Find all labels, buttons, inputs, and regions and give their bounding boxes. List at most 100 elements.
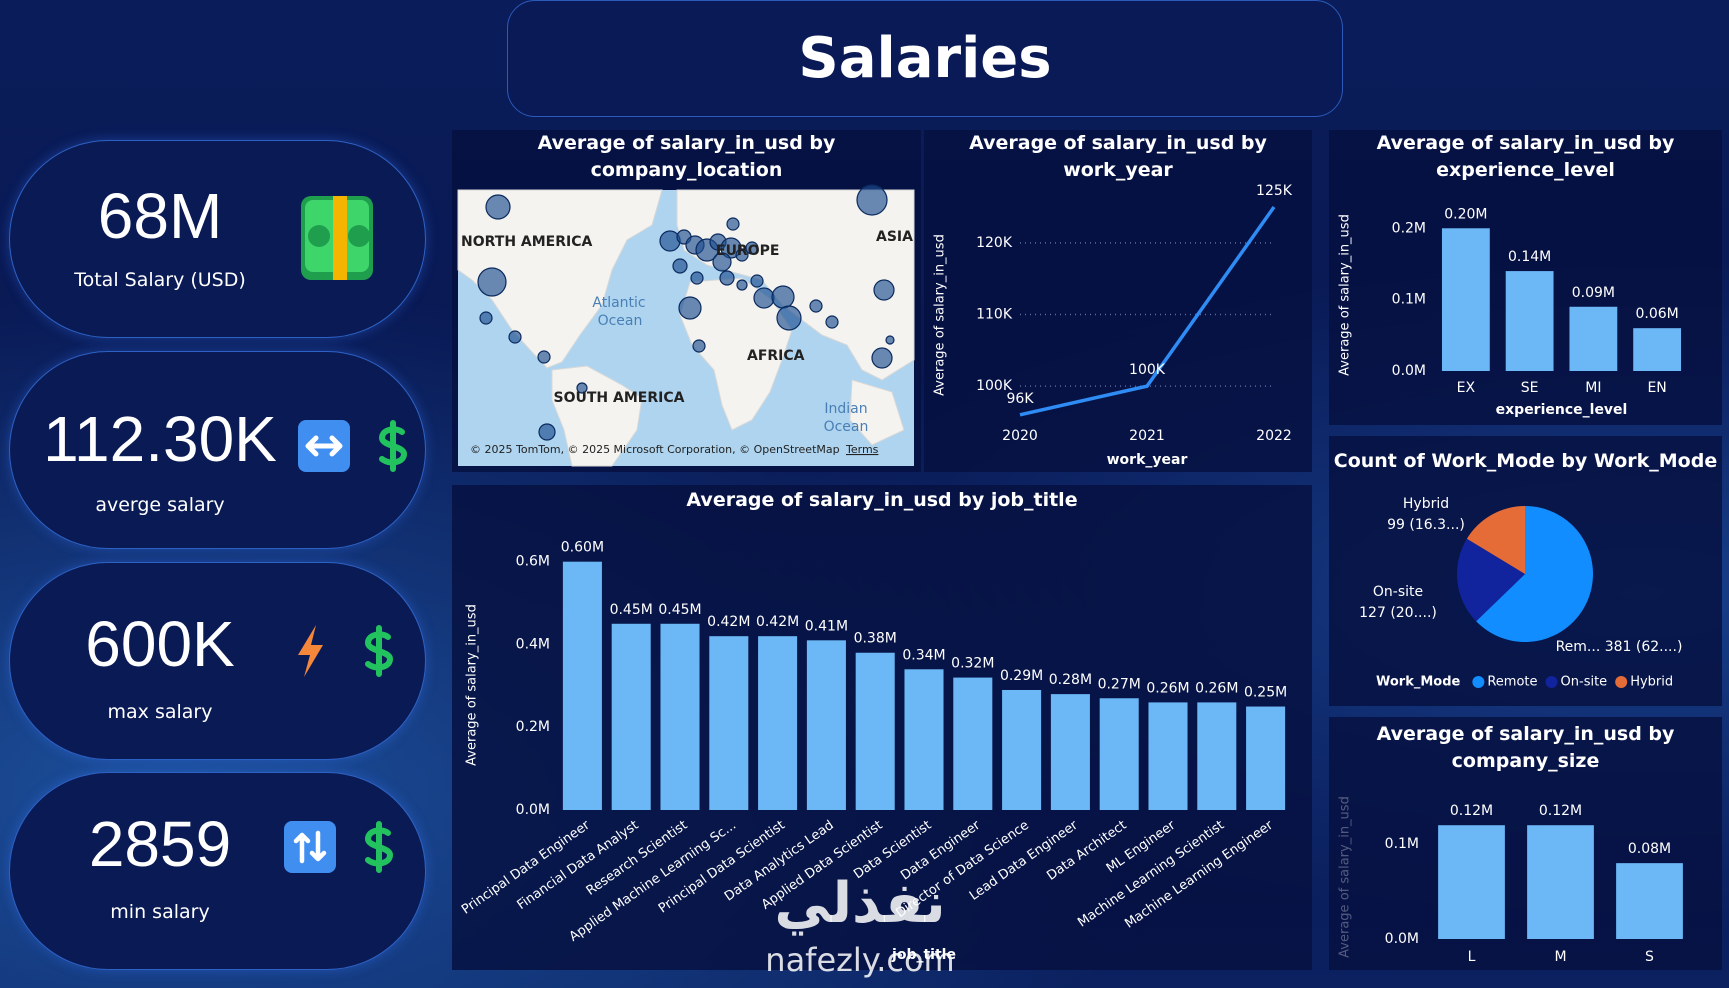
continents [457, 189, 915, 467]
y-tick-label: 0.6M [516, 554, 550, 570]
watermark: نفذلي [774, 871, 946, 936]
kpi-card: 68M Total Salary (USD) [9, 140, 426, 338]
kpi-value: 2859 [88, 808, 232, 880]
bar [1002, 689, 1042, 810]
data-label: 0.12M [1450, 803, 1493, 819]
data-label: 0.42M [756, 614, 799, 630]
y-tick-label: 0.1M [1385, 836, 1419, 852]
x-tick-label: M [1554, 949, 1566, 965]
map-label: ASIA [876, 229, 913, 245]
data-label-line: 127 (20....) [1359, 605, 1437, 621]
data-label: 0.14M [1508, 249, 1551, 265]
map-panel: Average of salary_in_usd by company_loca… [452, 130, 921, 472]
kpi-icons [298, 625, 394, 677]
x-tick-label: 2021 [1129, 428, 1165, 444]
data-label: 0.29M [1000, 668, 1043, 684]
bar [1527, 825, 1594, 939]
kpi-icons [301, 196, 373, 280]
y-tick-label: 0.0M [1385, 931, 1419, 947]
bar [1148, 702, 1188, 810]
kpi-card: 2859 min salary [9, 772, 426, 970]
bar [709, 636, 749, 810]
kpi-value: 600K [85, 608, 235, 680]
y-tick-label: 120K [976, 235, 1013, 251]
chart-title: Average of salary_in_usd by company_loca… [537, 132, 836, 181]
y-axis-label: Average of salary_in_usd [465, 604, 480, 766]
x-tick-label: MI [1585, 380, 1601, 396]
data-label: 0.28M [1049, 672, 1092, 688]
kpi-icons [298, 420, 408, 472]
data-label-line: On-site [1373, 584, 1423, 600]
legend-marker [1545, 676, 1558, 688]
y-tick-label: 0.1M [1392, 292, 1426, 308]
arrow-icon [298, 420, 350, 472]
map-label: Ocean [824, 419, 869, 435]
data-label: 0.60M [561, 540, 604, 556]
kpi-label: max salary [107, 701, 213, 723]
y-axis-label: Average of salary_in_usd [1338, 796, 1353, 958]
bar-panel: Average of salary_in_usd by company_size… [1329, 717, 1722, 970]
bar-chart: 0.0M 0.2M 0.4M 0.6M Average of salary_in_usd… [459, 540, 1287, 963]
bar-chart: 0.0M 0.1M 0.2M Average of salary_in_usdexpe… [1338, 206, 1682, 418]
kpi-value: 68M [97, 180, 223, 252]
kpi-card: 112.30K averge salary [9, 351, 426, 549]
money-icon [301, 196, 373, 280]
data-label: 96K [1007, 391, 1035, 407]
bar [953, 677, 993, 810]
watermark: nafezly.com [765, 941, 955, 979]
legend-marker [1615, 676, 1628, 688]
pie-panel: Count of Work_Mode by Work_Mode Rem... 3… [1329, 436, 1722, 706]
data-label: Hybrid 99 (16.3...) [1387, 496, 1465, 533]
x-axis-label: job_title [891, 947, 956, 963]
y-tick-label: 0.2M [1392, 220, 1426, 236]
data-label: 0.27M [1098, 676, 1141, 692]
x-tick-label: 2022 [1256, 428, 1292, 444]
chart-title: Average of salary_in_usd by company_size [1376, 723, 1675, 772]
dollar-icon [364, 625, 394, 677]
repeat-icon [284, 821, 336, 873]
data-label-line: Hybrid [1403, 496, 1449, 512]
title-box: Salaries [507, 0, 1343, 117]
map-terms: Terms [845, 443, 879, 456]
pie-slice [1457, 538, 1525, 622]
bar [1099, 698, 1139, 810]
pie-chart: Rem... 381 (62....) On-site 127 (20....) Hy… [1359, 496, 1683, 690]
bar [1197, 702, 1237, 810]
location-bubbles [477, 184, 895, 441]
x-tick-label: EX [1457, 380, 1476, 396]
bar [758, 636, 798, 810]
map-label: NORTH AMERICA [461, 234, 593, 250]
y-axis-label: Average of salary_in_usd [1338, 214, 1353, 376]
data-label: 0.09M [1572, 285, 1615, 301]
kpi-label: min salary [110, 901, 210, 923]
chart-title: Average of salary_in_usd by job_title [686, 489, 1078, 511]
data-label: 0.45M [610, 602, 653, 618]
data-label: Rem... 381 (62....) [1556, 639, 1683, 655]
bar [1633, 328, 1682, 371]
x-tick-label: S [1645, 949, 1654, 965]
dollar-icon [378, 420, 408, 472]
map-attribution: © 2025 TomTom, © 2025 Microsoft Corporat… [470, 443, 840, 456]
bar [611, 623, 651, 810]
bar-chart: 0.0M 0.1M Average of salary_in_usd 0.12M L 0.… [1338, 796, 1683, 965]
data-label: 0.45M [658, 602, 701, 618]
map-label: SOUTH AMERICA [554, 390, 685, 406]
map-label: Ocean [598, 313, 643, 329]
bar [660, 623, 700, 810]
data-label: On-site 127 (20....) [1359, 584, 1437, 621]
bar [1441, 228, 1490, 371]
data-label: 0.12M [1539, 803, 1582, 819]
x-tick-label: SE [1521, 380, 1539, 396]
bolt-icon [298, 625, 323, 677]
data-label-line: Rem... 381 (62....) [1556, 639, 1683, 655]
map: NORTH AMERICA EUROPE ASIA Atlantic Ocean AFRI… [457, 184, 915, 467]
data-label: 0.32M [951, 656, 994, 672]
y-tick-label: 110K [976, 307, 1013, 323]
dollar-icon [364, 821, 394, 873]
dashboard-title: Salaries [798, 26, 1052, 91]
bar [1505, 271, 1554, 371]
y-tick-label: 0.0M [516, 802, 550, 818]
kpi-value: 112.30K [43, 403, 277, 475]
bar [855, 652, 895, 810]
bar [1616, 863, 1683, 939]
